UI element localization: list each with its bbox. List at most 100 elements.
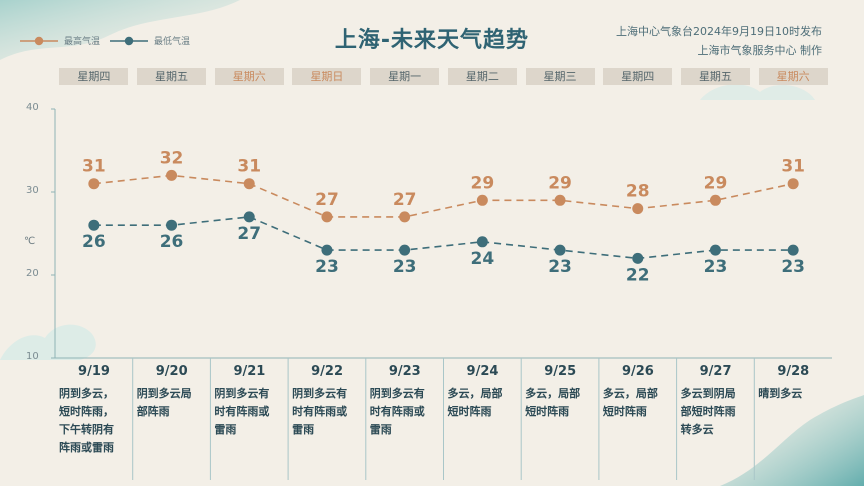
date-label: 9/28	[777, 364, 810, 379]
high-temp-label: 29	[704, 173, 728, 193]
low-temp-label: 23	[704, 257, 728, 277]
weekday-label: 星期三	[525, 68, 595, 85]
high-temp-point	[709, 194, 721, 206]
low-temp-point	[88, 219, 100, 231]
low-temp-point	[787, 244, 799, 256]
forecast-column: 9/27 多云到阴局部短时阵雨转多云	[677, 364, 755, 439]
weekday-label: 星期五	[680, 68, 750, 85]
weather-description-line: 时有阵雨或	[292, 405, 348, 418]
high-temp-point	[243, 178, 255, 190]
date-label: 9/21	[233, 364, 266, 379]
weather-description-line: 短时阵雨	[602, 405, 647, 418]
forecast-column: 9/28 晴到多云	[754, 364, 832, 403]
weather-description-line: 部短时阵雨	[680, 405, 736, 418]
low-temp-label: 23	[781, 257, 805, 277]
low-temp-point	[399, 244, 411, 256]
low-temp-label: 23	[548, 257, 572, 277]
high-temp-point	[476, 194, 488, 206]
date-label: 9/25	[544, 364, 577, 379]
low-temp-label: 23	[315, 257, 339, 277]
high-temp-point	[554, 194, 566, 206]
high-temp-point	[632, 203, 644, 215]
low-temp-label: 26	[82, 232, 106, 252]
weather-description: 多云，局部 短时阵雨	[444, 385, 522, 421]
low-temp-point	[166, 219, 178, 231]
weather-description-line: 时有阵雨或	[369, 405, 425, 418]
weather-description-line: 短时阵雨	[447, 405, 492, 418]
weather-description: 阴到多云有时有阵雨或雷雨	[288, 385, 366, 439]
weekday-row: 星期四 星期五 星期六 星期日 星期一 星期二 星期三 星期四 星期五 星期六	[57, 68, 828, 85]
weekday-label: 星期六	[758, 68, 828, 85]
weekday-label: 星期六	[214, 68, 284, 85]
weather-description-line: 短时阵雨，	[59, 405, 114, 418]
forecast-column: 9/19 阴到多云， 短时阵雨， 下午转阴有 阵雨或雷雨	[55, 364, 133, 457]
weather-description-line: 时有阵雨或	[214, 405, 270, 418]
weather-description-line: 晴到多云	[758, 387, 803, 400]
high-temp-label: 29	[548, 173, 572, 193]
weather-description-line: 雷雨	[292, 423, 315, 436]
legend: 最高气温 最低气温	[20, 34, 190, 47]
forecast-column: 9/23 阴到多云有 时有阵雨或 雷雨	[366, 364, 444, 439]
weather-description-line: 下午转阴有	[59, 423, 114, 436]
weather-description: 阴到多云局 部阵雨	[133, 385, 211, 421]
high-temp-point	[88, 178, 100, 190]
high-temp-point	[399, 211, 411, 223]
high-temp-label: 27	[315, 190, 339, 210]
weather-description: 阴到多云， 短时阵雨， 下午转阴有 阵雨或雷雨	[55, 385, 133, 457]
weather-description-line: 部阵雨	[136, 405, 170, 418]
weather-description: 阴到多云有 时有阵雨或 雷雨	[366, 385, 444, 439]
date-label: 9/24	[466, 364, 499, 379]
legend-low-marker	[110, 36, 149, 45]
low-temp-point	[476, 236, 488, 248]
legend-low-label: 最低气温	[154, 37, 191, 47]
forecast-column: 9/22 阴到多云有时有阵雨或雷雨	[288, 364, 366, 439]
forecast-column: 9/20 阴到多云局 部阵雨	[133, 364, 211, 421]
issuer-line-2: 上海市气象服务中心 制作	[697, 44, 823, 57]
high-temp-label: 27	[393, 190, 417, 210]
date-label: 9/27	[699, 364, 732, 379]
forecast-column: 9/25 多云，局部短时阵雨	[521, 364, 599, 421]
high-temp-point	[166, 169, 178, 181]
weekday-label: 星期日	[292, 68, 362, 85]
weather-description-line: 转多云	[680, 423, 714, 436]
forecast-column: 9/26 多云，局部 短时阵雨	[599, 364, 677, 421]
legend-high-label: 最高气温	[64, 37, 101, 47]
weather-description-line: 雷雨	[369, 423, 392, 436]
legend-high: 最高气温	[20, 34, 100, 47]
low-temp-point	[554, 244, 566, 256]
low-temp-point	[709, 244, 721, 256]
legend-low: 最低气温	[110, 34, 190, 47]
weekday-label: 星期四	[59, 68, 129, 85]
date-label: 9/26	[621, 364, 654, 379]
high-temp-point	[787, 178, 799, 190]
high-temp-label: 32	[160, 148, 184, 168]
low-temp-label: 27	[237, 224, 261, 244]
weather-description-line: 多云到阴局	[680, 387, 736, 400]
weather-description-line: 多云，局部	[525, 387, 581, 400]
weather-description: 多云，局部短时阵雨	[521, 385, 599, 421]
weather-description-line: 阴到多云局	[136, 387, 192, 400]
low-temp-line	[93, 216, 794, 260]
low-temp-label: 23	[393, 257, 417, 277]
weekday-label: 星期二	[447, 68, 517, 85]
date-label: 9/22	[311, 364, 344, 379]
weekday-label: 星期四	[603, 68, 673, 85]
weekday-label: 星期一	[370, 68, 440, 85]
y-tick-label: 30	[26, 185, 39, 196]
high-temp-label: 28	[626, 182, 650, 202]
high-temp-label: 29	[471, 173, 495, 193]
weather-description: 多云到阴局部短时阵雨转多云	[677, 385, 755, 439]
weather-description-line: 阴到多云，	[59, 387, 114, 400]
low-temp-label: 24	[471, 249, 495, 269]
low-temp-point	[321, 244, 333, 256]
weather-description-line: 阴到多云有	[292, 387, 348, 400]
low-temp-point	[632, 252, 644, 264]
forecast-column: 9/24 多云，局部 短时阵雨	[444, 364, 522, 421]
chart-title: 上海-未来天气趋势	[334, 28, 530, 53]
high-temp-line	[93, 174, 794, 218]
y-axis-unit: ℃	[24, 236, 36, 247]
low-temp-label: 26	[160, 232, 184, 252]
high-temp-label: 31	[82, 157, 106, 177]
weather-description-line: 短时阵雨	[525, 405, 570, 418]
